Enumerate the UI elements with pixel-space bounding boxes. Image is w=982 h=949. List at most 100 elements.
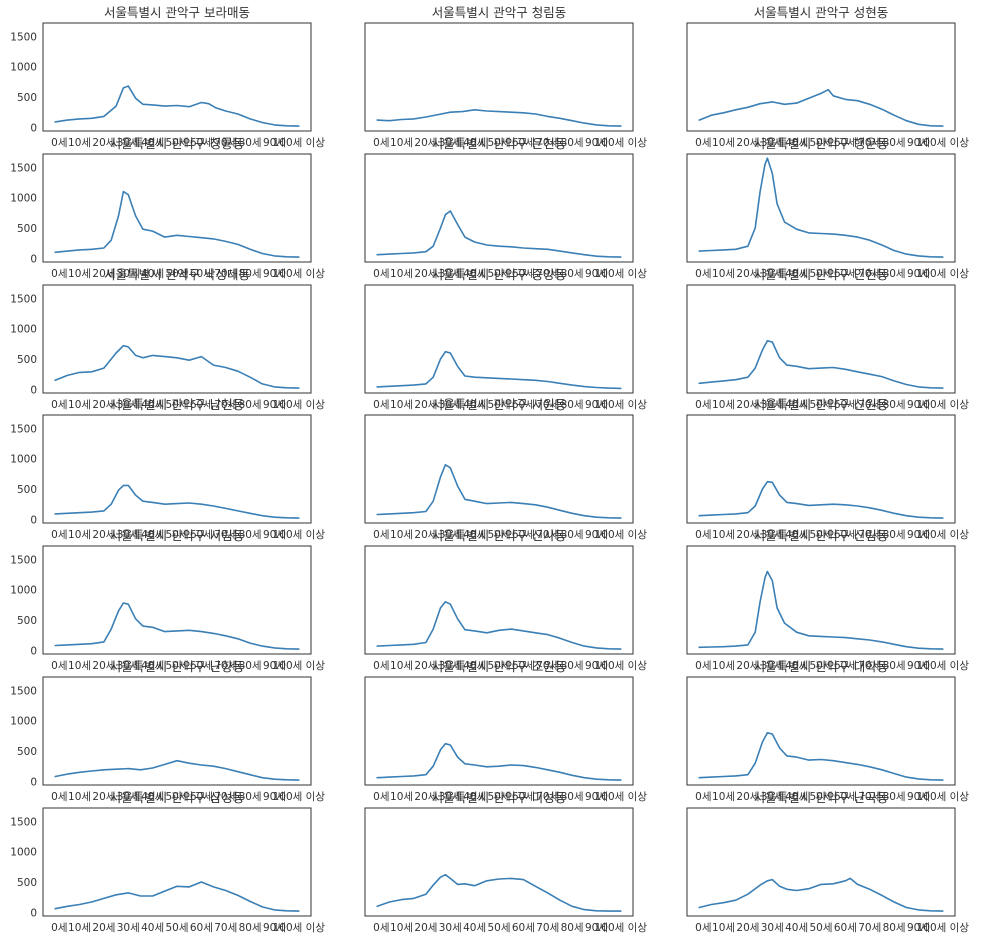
x-tick-label: 60세	[512, 399, 535, 411]
panel-title: 서울특별시 관악구 성현동	[754, 5, 888, 20]
y-tick-label: 1000	[10, 847, 37, 859]
panel-title: 서울특별시 관악구 남현동	[110, 397, 244, 412]
x-tick-label: 70세	[858, 660, 881, 672]
x-tick-label: 40세	[141, 660, 164, 672]
y-tick-label: 500	[17, 615, 37, 627]
x-tick-label: 100세 이상	[595, 529, 648, 541]
axes-frame	[686, 676, 956, 786]
x-tick-label: 100세 이상	[595, 791, 648, 803]
x-tick-label: 0세	[51, 399, 67, 411]
x-tick-label: 0세	[373, 268, 389, 280]
x-tick-label: 20세	[736, 137, 759, 149]
subplot-3: 서울특별시 관악구 성현동 0세 10세 20세 30세 40세 50세 60세 70세 80세 9…	[686, 5, 969, 149]
x-tick-label: 0세	[51, 529, 67, 541]
y-tick-label: 0	[30, 514, 37, 526]
axes-frame	[364, 676, 634, 786]
x-tick-label: 0세	[51, 660, 67, 672]
x-tick-label: 0세	[695, 268, 711, 280]
series-line	[54, 190, 300, 258]
panel-title: 서울특별시 관악구 미성동	[432, 790, 566, 805]
x-tick-label: 30세	[439, 529, 462, 541]
x-tick-label: 40세	[785, 660, 808, 672]
panel-title: 서울특별시 관악구 서원동	[432, 397, 566, 412]
axes-frame	[364, 545, 634, 655]
x-tick-label: 80세	[883, 399, 906, 411]
axes-frame	[42, 414, 312, 524]
y-tick-label: 500	[17, 746, 37, 758]
x-tick-label: 50세	[809, 791, 832, 803]
x-tick-label: 80세	[239, 529, 262, 541]
panel-title: 서울특별시 관악구 신사동	[432, 528, 566, 543]
x-tick-label: 50세	[165, 399, 188, 411]
x-tick-label: 50세	[487, 268, 510, 280]
y-tick-label: 1500	[10, 685, 37, 697]
x-tick-label: 100세 이상	[273, 791, 326, 803]
x-tick-label: 100세 이상	[595, 922, 648, 934]
axes-frame	[42, 284, 312, 394]
x-tick-label: 0세	[373, 529, 389, 541]
x-tick-label: 40세	[141, 791, 164, 803]
x-tick-label: 80세	[561, 660, 584, 672]
x-tick-label: 30세	[439, 922, 462, 934]
x-tick-label: 20세	[92, 660, 115, 672]
x-tick-label: 30세	[117, 922, 140, 934]
x-tick-label: 40세	[785, 399, 808, 411]
x-tick-label: 70세	[536, 529, 559, 541]
x-tick-label: 70세	[214, 529, 237, 541]
x-tick-label: 90세	[263, 268, 286, 280]
series-line	[54, 759, 300, 781]
x-tick-label: 90세	[585, 660, 608, 672]
x-tick-label: 30세	[117, 399, 140, 411]
x-tick-label: 20세	[414, 922, 437, 934]
x-tick-label: 100세 이상	[917, 922, 970, 934]
series-line	[376, 463, 622, 519]
x-tick-label: 70세	[536, 660, 559, 672]
x-tick-label: 50세	[809, 529, 832, 541]
series-line	[698, 157, 944, 258]
x-tick-label: 100세 이상	[917, 660, 970, 672]
axes-frame	[42, 153, 312, 263]
x-tick-label: 60세	[512, 660, 535, 672]
x-tick-label: 50세	[487, 529, 510, 541]
x-tick-label: 100세 이상	[595, 137, 648, 149]
x-tick-label: 10세	[390, 922, 413, 934]
x-tick-label: 70세	[536, 137, 559, 149]
x-tick-label: 20세	[414, 399, 437, 411]
x-tick-label: 20세	[736, 529, 759, 541]
x-tick-label: 20세	[736, 922, 759, 934]
y-tick-label: 0	[30, 384, 37, 396]
x-tick-label: 70세	[858, 791, 881, 803]
x-tick-label: 10세	[712, 922, 735, 934]
series-line	[698, 88, 944, 127]
x-tick-label: 40세	[141, 922, 164, 934]
panel-title: 서울특별시 관악구 청룡동	[110, 136, 244, 151]
x-tick-label: 50세	[165, 137, 188, 149]
x-tick-label: 80세	[883, 268, 906, 280]
series-line	[698, 480, 944, 519]
x-tick-label: 90세	[263, 529, 286, 541]
y-tick-label: 1500	[10, 162, 37, 174]
x-tick-label: 100세 이상	[273, 660, 326, 672]
x-tick-label: 40세	[785, 268, 808, 280]
x-tick-label: 70세	[214, 268, 237, 280]
x-tick-label: 40세	[141, 268, 164, 280]
x-tick-label: 90세	[907, 791, 930, 803]
x-tick-label: 80세	[239, 660, 262, 672]
panel-title: 서울특별시 관악구 대학동	[754, 659, 888, 674]
subplot-2: 서울특별시 관악구 청림동 0세 10세 20세 30세 40세 50세 60세 70세 80세 9…	[364, 5, 648, 149]
x-tick-label: 80세	[561, 268, 584, 280]
y-tick-label: 1000	[10, 193, 37, 205]
axes-frame	[686, 22, 956, 132]
x-tick-label: 40세	[785, 791, 808, 803]
x-tick-label: 40세	[463, 399, 486, 411]
x-tick-label: 0세	[373, 922, 389, 934]
series-line	[698, 339, 944, 389]
x-tick-label: 90세	[907, 137, 930, 149]
panel-title: 서울특별시 관악구 난곡동	[754, 790, 888, 805]
y-tick-label: 0	[30, 907, 37, 919]
